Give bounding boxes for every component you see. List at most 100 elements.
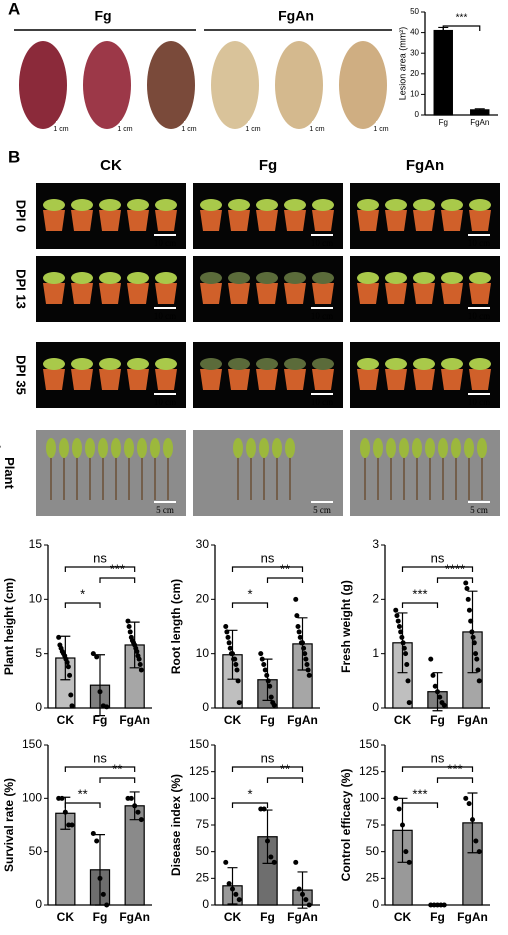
point — [265, 678, 271, 684]
point — [393, 795, 399, 801]
y-tick-label: 0 — [372, 700, 379, 714]
leaves — [200, 272, 222, 284]
significance-bracket — [442, 25, 481, 31]
point — [234, 667, 240, 673]
leaves — [200, 358, 222, 370]
pot — [43, 210, 65, 231]
point — [470, 817, 475, 823]
y-tick-label: 50 — [366, 844, 380, 858]
point — [466, 801, 472, 807]
tissue — [339, 41, 387, 129]
group-label: FgAn — [278, 8, 314, 24]
scale-label: 1 cm — [373, 126, 388, 133]
y-axis-label: Disease index (%) — [169, 774, 183, 876]
y-tick-label: 20 — [410, 69, 419, 78]
point — [466, 607, 472, 613]
point — [302, 651, 308, 657]
x-tick-label: CK — [224, 713, 242, 727]
bar — [433, 29, 453, 116]
x-tick-label: FgAn — [470, 118, 489, 127]
x-tick-label: CK — [394, 910, 412, 924]
tissue — [211, 41, 259, 129]
point — [259, 656, 265, 662]
point — [268, 854, 274, 860]
significance-bracket — [436, 577, 474, 583]
leaves — [413, 272, 435, 284]
leaves — [155, 199, 177, 211]
scale-label: 1 cm — [117, 126, 132, 133]
leaves — [385, 272, 407, 284]
column-label: CK — [100, 157, 122, 174]
pot — [200, 283, 222, 304]
point — [100, 891, 106, 897]
point — [64, 659, 70, 665]
group-label: Fg — [94, 8, 111, 24]
point — [306, 902, 312, 908]
significance-label: ns — [431, 750, 445, 765]
y-tick-label: 0 — [35, 700, 42, 714]
point — [468, 618, 474, 624]
x-tick-label: Fg — [430, 910, 445, 924]
point — [137, 662, 143, 668]
scale-label: 10 cm — [468, 238, 490, 248]
point — [59, 795, 65, 801]
leaves — [43, 358, 65, 370]
y-tick-label: 150 — [189, 737, 209, 751]
y-tick-label: 10 — [196, 646, 210, 660]
leaves — [72, 438, 82, 458]
y-tick-label: 100 — [359, 791, 379, 805]
point — [303, 656, 309, 662]
row-label: DPI 0 — [14, 200, 29, 233]
x-tick-label: FgAn — [119, 713, 150, 727]
significance-bracket — [231, 766, 304, 772]
point — [476, 678, 482, 684]
y-tick-label: 1 — [372, 646, 379, 660]
point — [264, 672, 270, 678]
y-tick-label: 150 — [359, 737, 379, 751]
y-axis-label: Lesion area (mm²) — [397, 27, 407, 101]
point — [128, 795, 134, 801]
leaves — [413, 199, 435, 211]
y-tick-label: 10 — [410, 90, 419, 99]
y-axis-label: Control efficacy (%) — [339, 769, 353, 882]
point — [464, 585, 470, 591]
pot — [357, 210, 379, 231]
point — [441, 702, 447, 708]
x-tick-label: Fg — [93, 713, 108, 727]
scale-label: 5 cm — [156, 505, 174, 515]
error-bar — [397, 797, 408, 863]
x-tick-label: Fg — [260, 713, 275, 727]
pot — [469, 210, 491, 231]
leaves — [150, 438, 160, 458]
y-tick-label: 15 — [29, 537, 43, 551]
scale-label: 10 cm — [311, 397, 333, 407]
point — [97, 875, 103, 881]
point — [232, 656, 238, 662]
leaves — [272, 438, 282, 458]
significance-bracket — [231, 802, 269, 808]
significance-bracket — [231, 566, 304, 572]
leaves — [228, 358, 250, 370]
y-tick-label: 30 — [196, 537, 210, 551]
row-label: PlantPhenotypes — [0, 436, 17, 510]
point — [401, 645, 407, 651]
leaves — [438, 438, 448, 458]
leaves — [312, 199, 334, 211]
point — [104, 902, 110, 908]
pot — [228, 283, 250, 304]
scale-label: 10 cm — [468, 311, 490, 321]
point — [127, 629, 133, 635]
point — [396, 624, 402, 629]
panel-label: A — [8, 0, 20, 18]
point — [297, 634, 303, 640]
leaves — [464, 438, 474, 458]
leaves — [413, 358, 435, 370]
point — [223, 859, 229, 865]
point — [226, 881, 232, 887]
pot — [284, 369, 306, 390]
leaves — [360, 438, 370, 458]
point — [226, 640, 232, 646]
leaves — [412, 438, 422, 458]
y-tick-label: 100 — [189, 791, 209, 805]
